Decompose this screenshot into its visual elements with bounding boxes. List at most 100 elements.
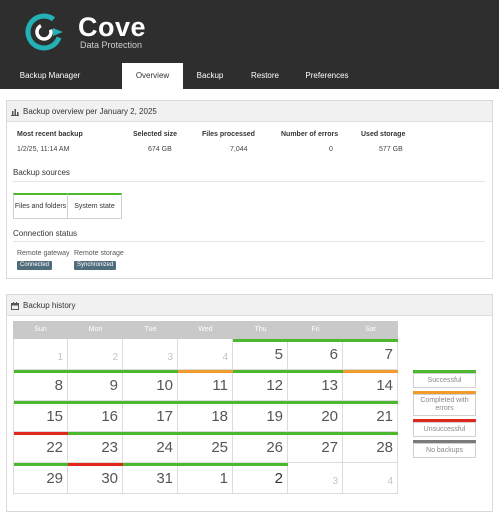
calendar-day[interactable]: 14 — [343, 370, 398, 401]
calendar-day[interactable]: 17 — [123, 401, 178, 432]
calendar-day[interactable]: 16 — [68, 401, 123, 432]
calendar-day[interactable]: 5 — [233, 339, 288, 370]
day-number: 25 — [211, 439, 228, 456]
calendar-day[interactable]: 27 — [288, 432, 343, 463]
status-bar — [68, 401, 123, 404]
status-badge-synchronized: Synchronized — [74, 261, 117, 270]
calendar-day: 3 — [288, 463, 343, 494]
status-bar — [288, 370, 343, 373]
calendar-day[interactable]: 8 — [13, 370, 69, 401]
calendar-day[interactable]: 7 — [343, 339, 398, 370]
day-number: 31 — [156, 470, 173, 487]
calendar-day[interactable]: 13 — [288, 370, 343, 401]
day-number: 14 — [376, 377, 393, 394]
legend-item-success: Successful — [413, 373, 476, 388]
status-bar — [123, 401, 178, 404]
legend-item-warning: Completed with errors — [413, 394, 476, 416]
day-number: 1 — [219, 470, 228, 487]
source-label: Files and folders — [14, 203, 67, 210]
day-number: 27 — [321, 439, 338, 456]
day-number: 16 — [101, 408, 118, 425]
day-number: 23 — [101, 439, 118, 456]
calendar-day[interactable]: 29 — [13, 463, 69, 494]
calendar-day[interactable]: 11 — [178, 370, 233, 401]
day-number: 22 — [46, 439, 63, 456]
tab-preferences[interactable]: Preferences — [305, 71, 349, 80]
legend-color-failed — [413, 419, 476, 422]
weekday-header: Fri — [288, 321, 343, 339]
status-bar — [288, 432, 343, 435]
day-number: 28 — [376, 439, 393, 456]
calendar-day[interactable]: 28 — [343, 432, 398, 463]
day-number: 21 — [376, 408, 393, 425]
day-number: 11 — [212, 377, 228, 394]
day-number: 4 — [387, 476, 393, 487]
status-bar — [288, 401, 343, 404]
calendar-day: 3 — [123, 339, 178, 370]
status-bar — [233, 432, 288, 435]
main-nav: Backup Manager Overview Backup Restore P… — [0, 63, 499, 89]
calendar-day[interactable]: 24 — [123, 432, 178, 463]
brand-name: Cove — [78, 12, 147, 42]
calendar-icon — [11, 302, 19, 310]
day-number: 2 — [274, 470, 283, 487]
day-number: 19 — [266, 408, 283, 425]
tab-restore[interactable]: Restore — [250, 71, 279, 80]
day-number: 10 — [156, 377, 173, 394]
calendar-day[interactable]: 26 — [233, 432, 288, 463]
app-header: Cove Data Protection Backup Manager Over… — [0, 0, 499, 89]
day-number: 8 — [54, 377, 63, 394]
day-number: 4 — [222, 352, 228, 363]
legend-item-none: No backups — [413, 443, 476, 458]
stat-label-selected-size: Selected size — [133, 131, 177, 138]
day-number: 20 — [321, 408, 338, 425]
calendar-day: 4 — [343, 463, 398, 494]
overview-title: Backup overview per January 2, 2025 — [23, 107, 157, 116]
status-bar — [14, 432, 69, 435]
calendar-day: 4 — [178, 339, 233, 370]
status-bar — [123, 432, 178, 435]
calendar-day[interactable]: 1 — [178, 463, 233, 494]
status-bar — [14, 401, 69, 404]
status-bar — [343, 432, 398, 435]
stat-label-errors: Number of errors — [281, 131, 339, 138]
calendar-day[interactable]: 9 — [68, 370, 123, 401]
remote-gateway-label: Remote gateway — [17, 250, 70, 257]
source-files-and-folders[interactable]: Files and folders — [13, 193, 68, 219]
status-bar — [178, 401, 233, 404]
calendar-day[interactable]: 31 — [123, 463, 178, 494]
day-number: 30 — [101, 470, 118, 487]
status-badge-connected: Connected — [17, 261, 53, 270]
calendar-day[interactable]: 22 — [13, 432, 69, 463]
weekday-header: Tue — [123, 321, 178, 339]
calendar-day[interactable]: 21 — [343, 401, 398, 432]
tab-backup[interactable]: Backup — [196, 71, 224, 80]
calendar-day[interactable]: 10 — [123, 370, 178, 401]
status-bar — [123, 370, 178, 373]
stat-value-used-storage: 577 GB — [379, 146, 403, 153]
calendar-day[interactable]: 30 — [68, 463, 123, 494]
weekday-header: Wed — [178, 321, 233, 339]
day-number: 7 — [384, 346, 393, 363]
day-number: 26 — [266, 439, 283, 456]
day-number: 29 — [46, 470, 63, 487]
status-bar — [14, 463, 69, 466]
source-system-state[interactable]: System state — [67, 193, 122, 219]
legend-color-success — [413, 370, 476, 373]
calendar-day[interactable]: 6 — [288, 339, 343, 370]
stat-label-recent-backup: Most recent backup — [17, 131, 83, 138]
calendar-day[interactable]: 2 — [233, 463, 288, 494]
day-number: 2 — [112, 352, 118, 363]
calendar-day[interactable]: 19 — [233, 401, 288, 432]
day-number: 12 — [266, 377, 283, 394]
tab-overview[interactable]: Overview — [122, 63, 183, 89]
calendar-day: 1 — [13, 339, 68, 370]
calendar-day[interactable]: 15 — [13, 401, 69, 432]
calendar-day[interactable]: 25 — [178, 432, 233, 463]
tab-backup-manager[interactable]: Backup Manager — [19, 71, 81, 80]
calendar-day[interactable]: 20 — [288, 401, 343, 432]
calendar-day[interactable]: 12 — [233, 370, 288, 401]
calendar-day[interactable]: 23 — [68, 432, 123, 463]
stat-label-used-storage: Used storage — [361, 131, 406, 138]
calendar-day[interactable]: 18 — [178, 401, 233, 432]
